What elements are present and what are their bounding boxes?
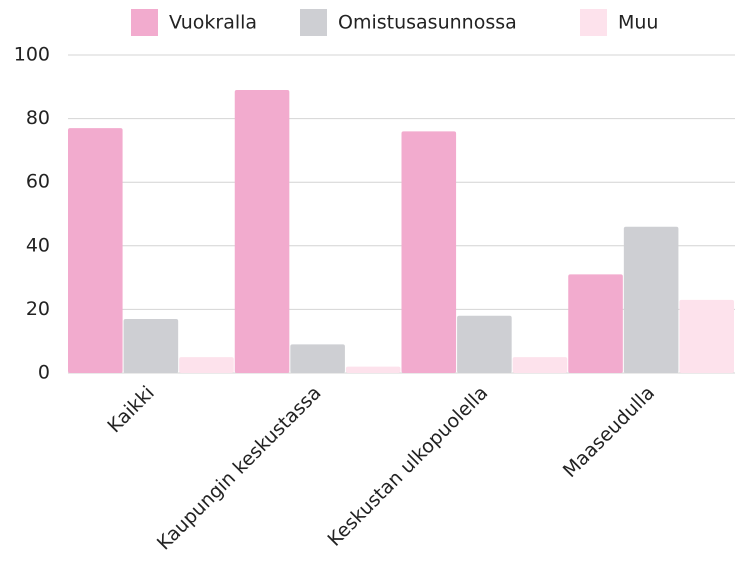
y-tick-label: 60: [26, 171, 50, 193]
y-tick-label: 80: [26, 107, 50, 129]
bar: [568, 274, 623, 373]
legend-swatch: [300, 9, 327, 36]
bar: [401, 131, 457, 373]
x-tick-label: Maaseudulla: [559, 382, 659, 482]
bar: [179, 357, 234, 373]
bar: [623, 226, 679, 373]
legend-label: Muu: [618, 12, 658, 34]
bar: [234, 89, 290, 373]
bar: [123, 318, 179, 373]
bar: [68, 128, 123, 373]
bar: [290, 344, 345, 373]
y-tick-label: 100: [14, 44, 50, 66]
y-tick-label: 40: [26, 234, 50, 256]
x-tick-label: Kaupungin keskustassa: [153, 382, 326, 555]
bar: [457, 315, 512, 373]
legend-label: Vuokralla: [169, 12, 257, 34]
legend-swatch: [131, 9, 158, 36]
legend-label: Omistusasunnossa: [338, 12, 517, 34]
y-tick-label: 0: [38, 362, 50, 384]
bar: [512, 357, 568, 373]
bar: [345, 366, 401, 373]
x-tick-label: Kaikki: [103, 382, 158, 437]
legend-swatch: [580, 9, 607, 36]
x-tick-label: Keskustan ulkopuolella: [323, 382, 492, 551]
y-tick-label: 20: [26, 298, 50, 320]
bar: [679, 299, 734, 373]
